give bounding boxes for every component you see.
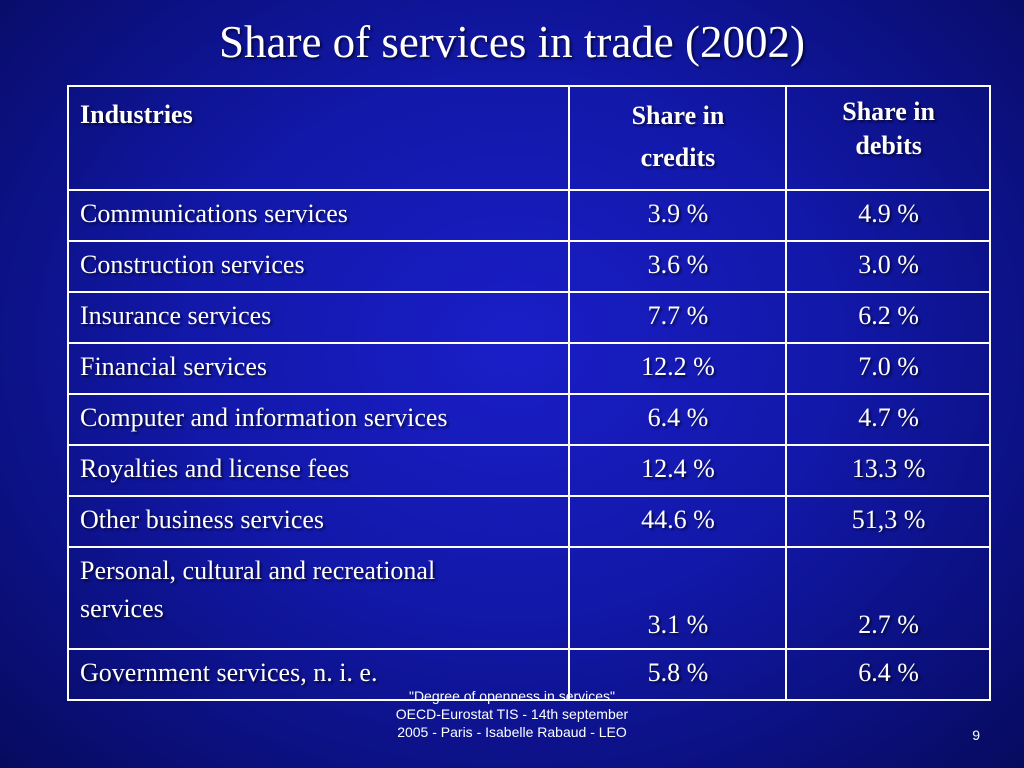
debits-cell: 3.0 % (785, 240, 991, 293)
table-row: Communications services 3.9 % 4.9 % (67, 189, 991, 242)
table-row: Insurance services 7.7 % 6.2 % (67, 291, 991, 344)
debits-cell: 6.4 % (785, 648, 991, 701)
table-row: Other business services 44.6 % 51,3 % (67, 495, 991, 548)
debits-cell: 51,3 % (785, 495, 991, 548)
debits-cell: 13.3 % (785, 444, 991, 497)
header-debits-line2: debits (855, 131, 922, 160)
industry-cell: Computer and information services (67, 393, 570, 446)
slide-title: Share of services in trade (2002) (218, 17, 806, 67)
table-row: Government services, n. i. e. 5.8 % 6.4 … (67, 648, 991, 701)
footer-line2: OECD-Eurostat TIS - 14th september (395, 706, 629, 722)
industry-cell: Construction services (67, 240, 570, 293)
header-share-in-credits: Share in credits (567, 85, 788, 191)
industry-cell: Communications services (67, 189, 570, 242)
credits-cell: 6.4 % (567, 393, 788, 446)
table-row: Construction services 3.6 % 3.0 % (67, 240, 991, 293)
industry-cell: Personal, cultural and recreational serv… (67, 546, 570, 650)
debits-cell: 2.7 % (785, 546, 991, 650)
table-header-row: Industries Share in credits Share in deb… (67, 85, 991, 191)
services-share-table: Industries Share in credits Share in deb… (67, 85, 991, 701)
page-number: 9 (972, 727, 980, 743)
header-debits-line1: Share in (842, 97, 935, 126)
table-row: Personal, cultural and recreational serv… (67, 546, 991, 650)
table-row: Financial services 12.2 % 7.0 % (67, 342, 991, 395)
credits-cell: 3.6 % (567, 240, 788, 293)
debits-cell: 7.0 % (785, 342, 991, 395)
credits-cell: 44.6 % (567, 495, 788, 548)
credits-cell: 12.4 % (567, 444, 788, 497)
industry-line2: services (80, 594, 164, 623)
header-credits-line2: credits (640, 143, 716, 172)
debits-cell: 6.2 % (785, 291, 991, 344)
header-industries: Industries (67, 85, 570, 191)
table-row: Computer and information services 6.4 % … (67, 393, 991, 446)
industry-cell: Other business services (67, 495, 570, 548)
debits-cell: 4.9 % (785, 189, 991, 242)
industry-cell: Insurance services (67, 291, 570, 344)
industry-line1: Personal, cultural and recreational (80, 556, 436, 585)
footer-line1: "Degree of openness in services" (408, 688, 616, 704)
credits-cell: 3.1 % (567, 546, 788, 650)
credits-cell: 7.7 % (567, 291, 788, 344)
debits-cell: 4.7 % (785, 393, 991, 446)
credits-cell: 3.9 % (567, 189, 788, 242)
table-row: Royalties and license fees 12.4 % 13.3 % (67, 444, 991, 497)
slide-footer: "Degree of openness in services" OECD-Eu… (300, 687, 724, 741)
header-credits-line1: Share in (631, 101, 725, 130)
credits-cell: 12.2 % (567, 342, 788, 395)
footer-line3: 2005 - Paris - Isabelle Rabaud - LEO (397, 724, 627, 740)
credits-cell: 5.8 % (567, 648, 788, 701)
industry-cell: Financial services (67, 342, 570, 395)
header-share-in-debits: Share in debits (785, 85, 991, 191)
industry-cell: Royalties and license fees (67, 444, 570, 497)
industry-cell: Government services, n. i. e. (67, 648, 570, 701)
